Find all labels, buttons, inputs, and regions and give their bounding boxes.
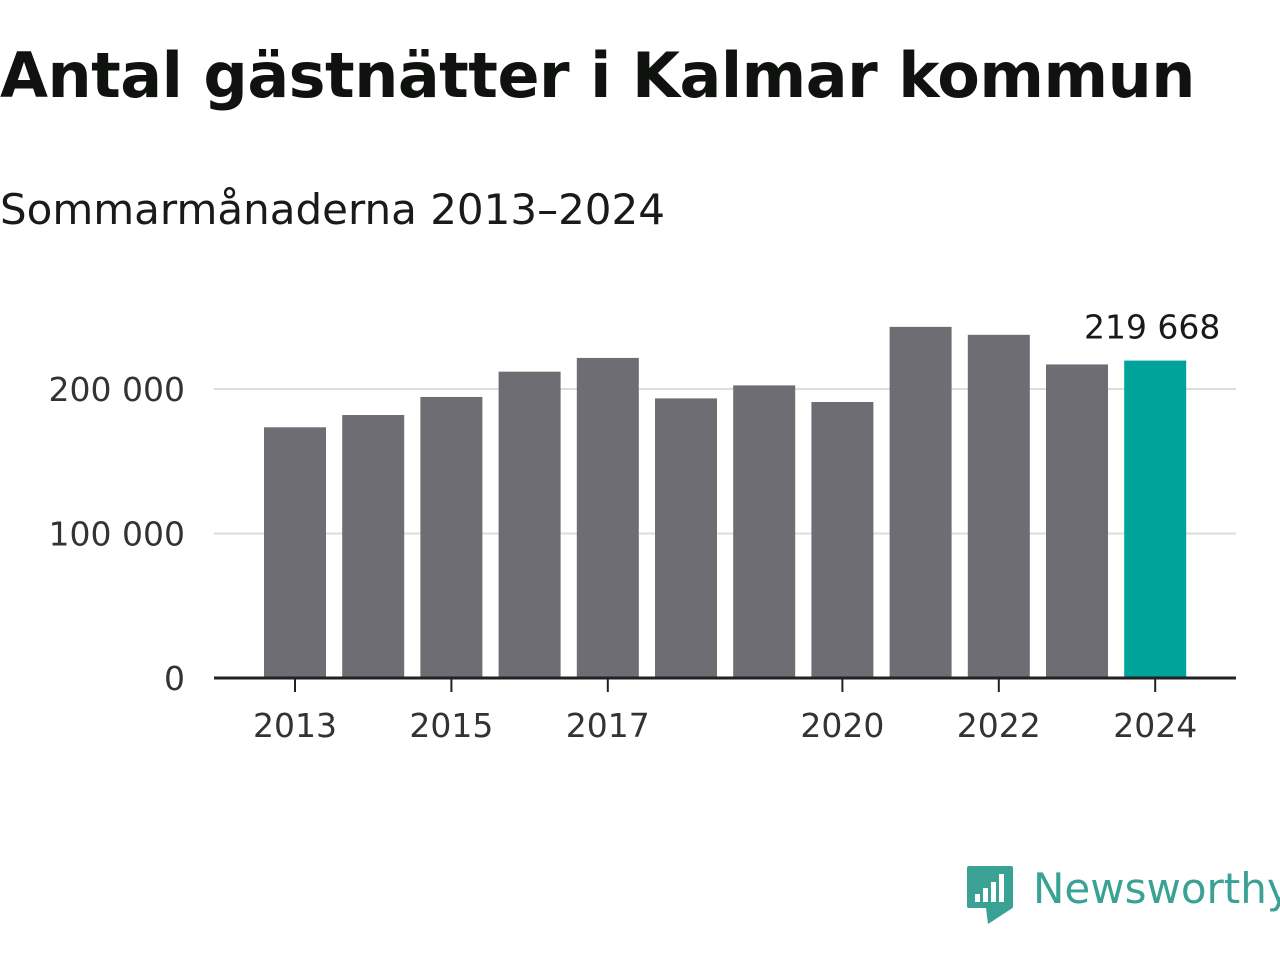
y-tick-label: 0 bbox=[164, 659, 185, 698]
bar-2023 bbox=[1046, 364, 1108, 678]
newsworthy-logo-text: Newsworthy bbox=[1033, 864, 1280, 913]
newsworthy-logo: Newsworthy bbox=[965, 864, 1280, 926]
bar-2014 bbox=[342, 415, 405, 678]
bar-2015 bbox=[420, 396, 483, 678]
bar-2018 bbox=[655, 398, 717, 678]
bar-2022 bbox=[967, 334, 1030, 678]
bar-value-label: 219 668 bbox=[1084, 308, 1220, 347]
bar-2024 bbox=[1124, 360, 1187, 678]
x-tick-label: 2017 bbox=[566, 706, 650, 745]
y-tick-label: 100 000 bbox=[49, 515, 185, 554]
y-tick-label: 200 000 bbox=[49, 370, 185, 409]
x-tick-label: 2013 bbox=[253, 706, 337, 745]
bar-2016 bbox=[498, 371, 561, 678]
bar-2017 bbox=[576, 357, 639, 678]
chart-subtitle: Sommarmånaderna 2013–2024 bbox=[0, 185, 665, 234]
x-tick-label: 2020 bbox=[800, 706, 884, 745]
bar-2019 bbox=[733, 385, 796, 678]
newsworthy-logo-icon bbox=[967, 866, 1013, 924]
x-tick-label: 2022 bbox=[957, 706, 1041, 745]
x-tick-label: 2024 bbox=[1113, 706, 1197, 745]
bar-2021 bbox=[889, 326, 952, 678]
bar-2013 bbox=[264, 427, 326, 678]
bar-2020 bbox=[811, 402, 874, 678]
chart-title: Antal gästnätter i Kalmar kommun bbox=[0, 39, 1195, 112]
x-tick-label: 2015 bbox=[409, 706, 493, 745]
